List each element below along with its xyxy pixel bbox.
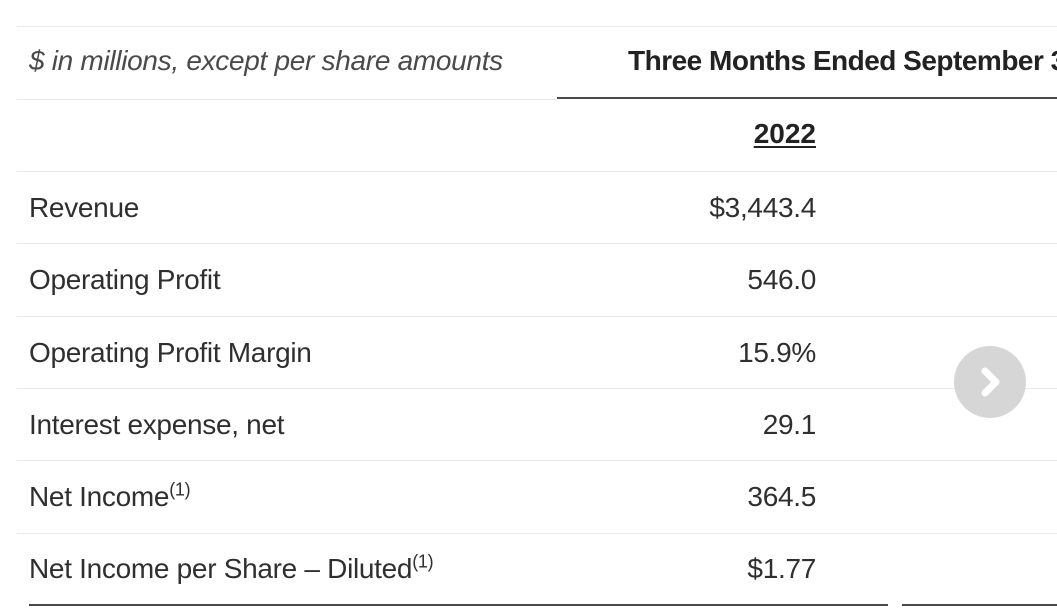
row-divider xyxy=(17,171,1057,172)
row-divider xyxy=(17,243,1057,244)
footnote-marker: (1) xyxy=(412,551,434,572)
year-header: 2022 xyxy=(753,118,816,149)
row-divider xyxy=(17,99,557,100)
row-label: Operating Profit Margin xyxy=(29,337,312,368)
row-divider xyxy=(17,316,1057,317)
row-value: $3,443.4 xyxy=(709,192,816,223)
row-value: 15.9% xyxy=(738,337,816,368)
table-bottom-rule xyxy=(902,604,1057,606)
period-header-underline xyxy=(557,97,1057,99)
chevron-right-icon xyxy=(981,367,1000,397)
period-header: Three Months Ended September 30 xyxy=(628,45,1057,76)
row-label: Revenue xyxy=(29,192,139,223)
row-value: 29.1 xyxy=(762,409,817,440)
row-label: Interest expense, net xyxy=(29,409,285,440)
row-value: $1.77 xyxy=(747,553,816,584)
row-label: Net Income(1) xyxy=(29,479,191,512)
row-divider xyxy=(17,533,1057,534)
row-value: 546.0 xyxy=(747,264,816,295)
row-divider xyxy=(17,388,1057,389)
row-divider xyxy=(17,460,1057,461)
row-divider xyxy=(17,26,1057,27)
footnote-marker: (1) xyxy=(169,479,191,500)
row-label: Operating Profit xyxy=(29,264,221,295)
table-bottom-rule xyxy=(29,604,888,606)
row-value: 364.5 xyxy=(747,481,816,512)
row-label: Net Income per Share – Diluted(1) xyxy=(29,551,434,584)
table-caption: $ in millions, except per share amounts xyxy=(29,45,503,76)
scroll-right-button[interactable] xyxy=(954,346,1026,418)
